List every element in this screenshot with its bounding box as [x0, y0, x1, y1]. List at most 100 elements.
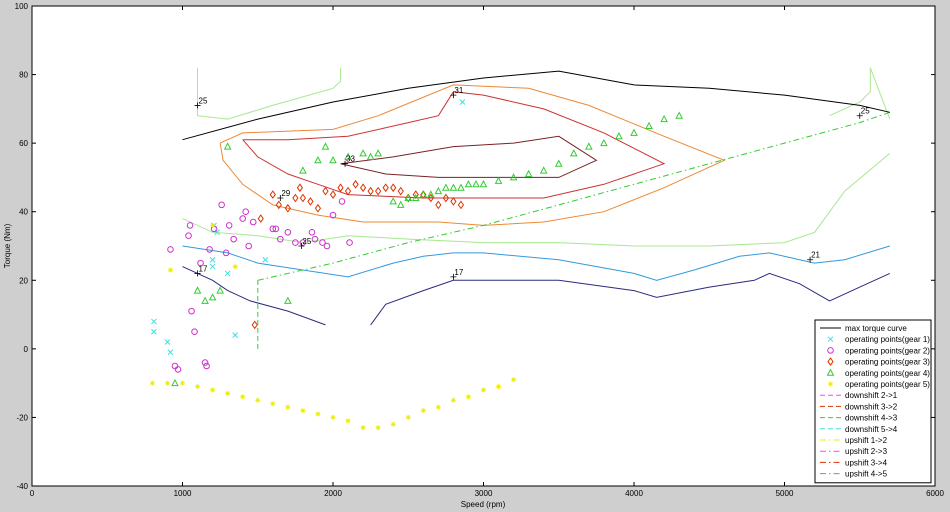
- operating-point-gear-4: [216, 286, 224, 294]
- operating-point-gear-5: [167, 267, 173, 273]
- x-tick-label: 6000: [926, 489, 944, 498]
- operating-point-gear-5: [390, 421, 396, 427]
- operating-point-gear-4: [299, 166, 307, 174]
- operating-point-gear-2: [225, 222, 233, 229]
- operating-point-gear-5: [180, 380, 185, 386]
- contour-label: 25: [302, 237, 311, 246]
- contour-label-marker: [450, 92, 457, 99]
- operating-point-gear-4: [442, 183, 450, 191]
- legend-label: operating points(gear 2): [845, 346, 930, 355]
- operating-point-gear-1: [209, 263, 216, 270]
- operating-point-gear-2: [311, 235, 319, 243]
- contour-label: 29: [281, 189, 290, 198]
- operating-point-gear-2: [191, 328, 198, 336]
- operating-point-gear-3: [367, 186, 374, 196]
- y-tick-label: -20: [16, 413, 28, 422]
- operating-point-gear-5: [360, 425, 366, 431]
- legend-label: operating points(gear 1): [845, 335, 930, 344]
- operating-point-gear-5: [420, 408, 426, 414]
- operating-point-gear-2: [323, 242, 331, 250]
- operating-point-gear-5: [225, 390, 231, 396]
- operating-point-gear-2: [249, 218, 257, 226]
- operating-point-gear-4: [449, 183, 458, 191]
- operating-point-gear-5: [255, 397, 261, 403]
- legend-swatch: [828, 381, 833, 387]
- operating-point-gear-5: [210, 222, 216, 228]
- operating-point-gear-4: [201, 296, 209, 304]
- operating-point-gear-2: [319, 239, 326, 246]
- operating-point-gear-2: [188, 307, 195, 315]
- contour-label: 17: [199, 264, 208, 273]
- operating-point-gear-3: [435, 200, 442, 210]
- legend-swatch: [827, 336, 834, 343]
- legend-swatch: [827, 357, 834, 366]
- operating-points: [149, 99, 683, 431]
- legend-label: upshift 3->4: [845, 458, 888, 467]
- contour-label-marker: [298, 243, 305, 249]
- contour-line-25: [182, 153, 891, 247]
- operating-point-gear-3: [352, 179, 359, 189]
- legend-label: downshift 2->1: [845, 391, 898, 400]
- legend-box: [814, 319, 932, 484]
- operating-point-gear-2: [203, 362, 210, 370]
- operating-point-gear-2: [245, 242, 253, 250]
- operating-point-gear-2: [242, 208, 250, 216]
- operating-point-gear-4: [539, 166, 548, 174]
- contour-label-marker: [807, 256, 814, 263]
- operating-point-gear-3: [292, 193, 299, 203]
- x-tick-label: 3000: [475, 489, 493, 498]
- operating-point-gear-3: [359, 183, 367, 193]
- operating-point-gear-2: [210, 225, 218, 233]
- contour-labels: 17 17 21 25 25 25 29 31 33: [194, 86, 870, 280]
- operating-point-gear-3: [442, 193, 449, 203]
- operating-point-gear-5: [195, 384, 201, 390]
- operating-point-gear-3: [405, 193, 412, 203]
- operating-point-gear-1: [214, 229, 220, 236]
- operating-point-gear-4: [457, 183, 465, 191]
- max-torque-curve: [182, 70, 890, 141]
- operating-point-gear-3: [251, 320, 258, 330]
- operating-point-gear-2: [185, 232, 192, 240]
- operating-point-gear-1: [459, 99, 466, 105]
- operating-point-gear-4: [396, 200, 405, 208]
- x-tick-label: 5000: [776, 489, 794, 498]
- operating-point-gear-1: [262, 256, 269, 263]
- operating-point-gear-5: [232, 264, 238, 270]
- operating-point-gear-3: [284, 203, 291, 213]
- operating-point-gear-2: [338, 198, 346, 205]
- operating-point-gear-4: [193, 286, 202, 294]
- contour-label-marker: [342, 160, 349, 167]
- operating-point-gear-4: [569, 149, 578, 157]
- operating-point-gear-4: [479, 180, 488, 188]
- operating-point-gear-2: [239, 215, 246, 222]
- operating-point-gear-5: [465, 394, 471, 400]
- operating-point-gear-4: [675, 111, 683, 119]
- contour-label-marker: [194, 270, 201, 277]
- operating-point-gear-5: [330, 414, 336, 420]
- operating-point-gear-1: [167, 349, 174, 356]
- operating-point-gear-2: [174, 366, 182, 373]
- operating-point-gear-3: [344, 186, 352, 196]
- operating-point-gear-3: [375, 186, 382, 196]
- operating-point-gear-4: [509, 173, 518, 181]
- max-torque-line: [182, 70, 890, 141]
- operating-point-gear-3: [322, 186, 329, 196]
- operating-point-gear-2: [272, 225, 280, 233]
- operating-point-gear-4: [660, 114, 668, 123]
- operating-point-gear-4: [411, 193, 420, 201]
- x-tick-label: 1000: [174, 489, 192, 498]
- operating-point-gear-3: [382, 183, 389, 193]
- operating-point-gear-3: [457, 200, 465, 210]
- legend-label: upshift 1->2: [845, 436, 888, 445]
- legend-label: downshift 5->4: [845, 425, 898, 434]
- operating-point-gear-5: [375, 425, 381, 431]
- operating-point-gear-3: [296, 183, 304, 193]
- operating-point-gear-4: [321, 142, 330, 150]
- operating-point-gear-3: [390, 183, 397, 193]
- contour-label-marker: [277, 195, 284, 201]
- contour-label-marker: [856, 112, 863, 119]
- axes: 0 1000 2000 3000 4000 5000 6000 -40 -20 0 20 40 60 80…: [15, 2, 945, 498]
- operating-point-gear-5: [315, 411, 321, 417]
- x-tick-label: 2000: [324, 489, 342, 498]
